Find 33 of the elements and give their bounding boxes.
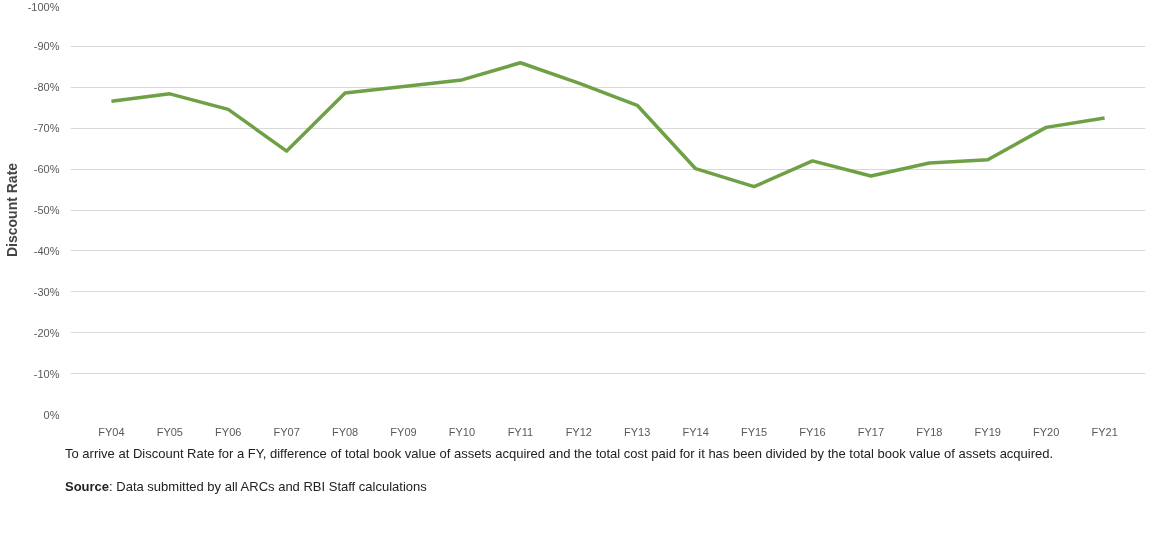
y-tick-label: -60% [33,163,60,176]
x-tick-label: FY14 [682,425,709,438]
x-tick-label: FY12 [565,425,592,438]
y-axis-title: Discount Rate [3,162,20,258]
x-tick-label: FY18 [916,425,943,438]
x-tick-label: FY06 [215,425,242,438]
y-tick-label: -100% [27,0,60,13]
x-tick-label: FY13 [624,425,651,438]
y-tick-label: -30% [33,285,60,298]
source-note: Source: Data submitted by all ARCs and RBI Staff calculations [65,477,428,496]
y-tick-label: -40% [33,244,60,257]
y-tick-label: -50% [33,204,60,216]
x-tick-label: FY09 [390,425,417,438]
x-tick-label: FY05 [156,425,183,438]
y-tick-label: -80% [33,81,60,94]
x-tick-label: FY15 [740,425,768,438]
x-tick-label: FY17 [857,425,885,438]
y-tick-label: -10% [33,367,60,380]
x-tick-label: FY19 [974,425,1001,438]
x-tick-label: FY07 [273,425,300,438]
y-tick-label: -70% [33,122,60,135]
x-tick-label: FY08 [331,425,359,438]
x-tick-label: FY11 [507,425,534,438]
x-tick-label: FY21 [1091,425,1118,438]
x-tick-label: FY20 [1033,425,1060,438]
y-tick-label: -20% [33,326,60,339]
line-series [109,61,1107,189]
y-tick-label: -90% [33,40,60,53]
text: To arrive at Discount Rate for a FY, difference of total book value of assets acquired and the total cost paid for it has been divided by the total book value of assets acquired. [65,445,1055,463]
x-tick-label: FY16 [799,425,826,438]
x-tick-label: FY04 [98,425,125,438]
x-tick-label: FY10 [448,425,476,438]
y-tick-label: 0% [43,408,60,421]
